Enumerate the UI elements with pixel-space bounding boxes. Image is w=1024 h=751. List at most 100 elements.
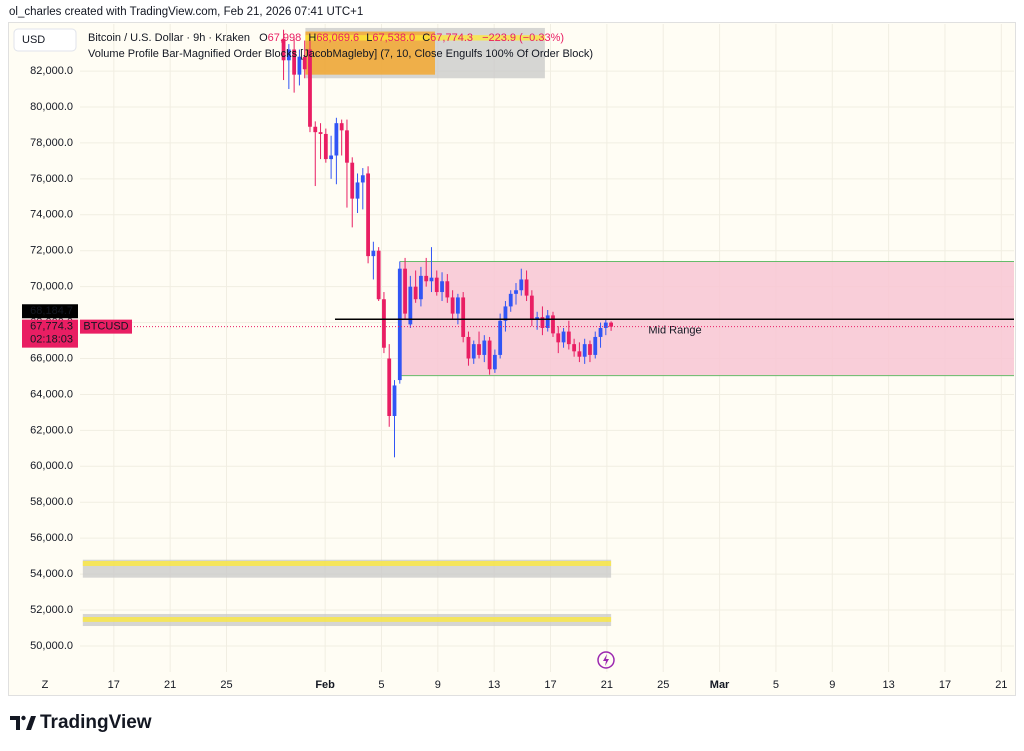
x-tick-label: 21: [164, 679, 176, 691]
candle-body: [392, 385, 397, 416]
y-tick-label: 82,000.0: [30, 65, 73, 77]
candle-body: [387, 358, 392, 416]
candle-body: [339, 123, 344, 131]
candle-body: [429, 277, 434, 282]
y-tick-label: 72,000.0: [30, 245, 73, 257]
candle-body: [281, 38, 286, 61]
ohlc-value: 67,538.0: [372, 32, 415, 44]
range-label: Mid Range: [648, 324, 701, 336]
candle-body: [577, 351, 582, 357]
candle-body: [551, 315, 555, 334]
x-tick-label: 17: [544, 679, 556, 691]
y-tick-label: 52,000.0: [30, 604, 73, 616]
countdown: 02:18:03: [30, 334, 73, 346]
candle-body: [487, 340, 492, 370]
x-tick-label: 13: [488, 679, 500, 691]
candle-body: [556, 333, 561, 343]
ohlc-value: 67,774.3: [430, 32, 473, 44]
legend-line: Bitcoin / U.S. Dollar · 9h · Kraken O67,…: [88, 32, 564, 44]
candle-body: [535, 317, 540, 319]
candle-body: [355, 182, 360, 199]
axes: 50,000.0 52,000.0 54,000.0 56,000.0 58,000.0…: [22, 65, 1007, 691]
candle-body: [466, 336, 471, 359]
candle-body: [524, 279, 529, 296]
candle-body: [572, 344, 577, 352]
x-tick-label: 5: [378, 679, 384, 691]
candle-body: [598, 327, 603, 337]
y-tick-label: 54,000.0: [30, 568, 73, 580]
candle-body: [482, 340, 487, 355]
x-tick-label: 25: [657, 679, 669, 691]
symbol-tag-bg: [80, 319, 132, 334]
candle-body: [471, 344, 476, 359]
x-tick-label: Feb: [315, 679, 335, 691]
currency: USD: [22, 34, 45, 46]
candle-body: [345, 130, 349, 163]
candle-body: [308, 49, 312, 127]
x-tick-label: 21: [995, 679, 1007, 691]
header: ol_charles created with TradingView.com,…: [9, 6, 363, 18]
candle-body: [297, 56, 302, 75]
x-tick-label: 17: [939, 679, 951, 691]
candle-body: [371, 250, 376, 257]
time-axis-button-bg[interactable]: [36, 677, 54, 693]
candle-body: [329, 155, 334, 160]
candle-body: [397, 268, 402, 381]
ohlc-value: 67,998: [268, 32, 302, 44]
overlay: [80, 318, 1014, 328]
y-tick-label: 60,000.0: [30, 460, 73, 472]
y-tick-label: 70,000.0: [30, 281, 73, 293]
x-tick-label: 17: [108, 679, 120, 691]
candle-body: [318, 132, 323, 134]
order-block: [82, 617, 612, 622]
candle-body: [540, 317, 545, 328]
candle-body: [588, 344, 592, 355]
ohlc-value: 68,069.6: [316, 32, 359, 44]
ohlc-key: L: [366, 32, 372, 44]
candle-body: [529, 295, 534, 319]
y-tick-label: 80,000.0: [30, 101, 73, 113]
candle-body: [566, 331, 571, 345]
x-tick-label: 25: [220, 679, 232, 691]
footer-brand: TradingView: [40, 712, 152, 733]
candle-body: [545, 315, 550, 328]
candle-body: [508, 293, 513, 307]
x-tick-label: 13: [882, 679, 894, 691]
y-tick-label: 76,000.0: [30, 173, 73, 185]
y-tick-label: 78,000.0: [30, 137, 73, 149]
candle-body: [334, 123, 339, 156]
candle-body: [434, 277, 439, 293]
symbol-tag: BTCUSD: [83, 321, 128, 333]
candle-body: [286, 49, 291, 61]
order-block: [305, 35, 545, 41]
watermark-icon: [597, 651, 615, 669]
candle-body: [593, 336, 598, 355]
x-tick-label: 21: [601, 679, 613, 691]
candle-body: [498, 320, 503, 355]
candle-body: [323, 133, 328, 160]
candle-body: [561, 331, 566, 343]
candle-body: [360, 175, 365, 183]
symbol-title: Bitcoin / U.S. Dollar · 9h · Kraken: [88, 32, 250, 44]
candle-body: [450, 297, 455, 314]
x-tick-label: 9: [829, 679, 835, 691]
candle-body: [424, 275, 429, 282]
ohlc-key: H: [308, 32, 316, 44]
currency-button[interactable]: [13, 28, 77, 52]
y-tick-label: 62,000.0: [30, 424, 73, 436]
indicator-title: Volume Profile Bar-Magnified Order Block…: [88, 48, 593, 60]
candle-body: [519, 279, 524, 291]
y-tick-label: 58,000.0: [30, 496, 73, 508]
candle-body: [461, 297, 466, 337]
candle-body: [440, 281, 444, 293]
candle-body: [403, 268, 407, 314]
candle-body: [313, 126, 318, 133]
level-tag: 68,184.7: [30, 305, 73, 317]
candle-body: [445, 281, 450, 298]
ohlc-key: C: [422, 32, 430, 44]
candle-body: [350, 162, 355, 199]
time-axis-button[interactable]: Z: [42, 679, 49, 691]
candle-body: [455, 297, 460, 314]
